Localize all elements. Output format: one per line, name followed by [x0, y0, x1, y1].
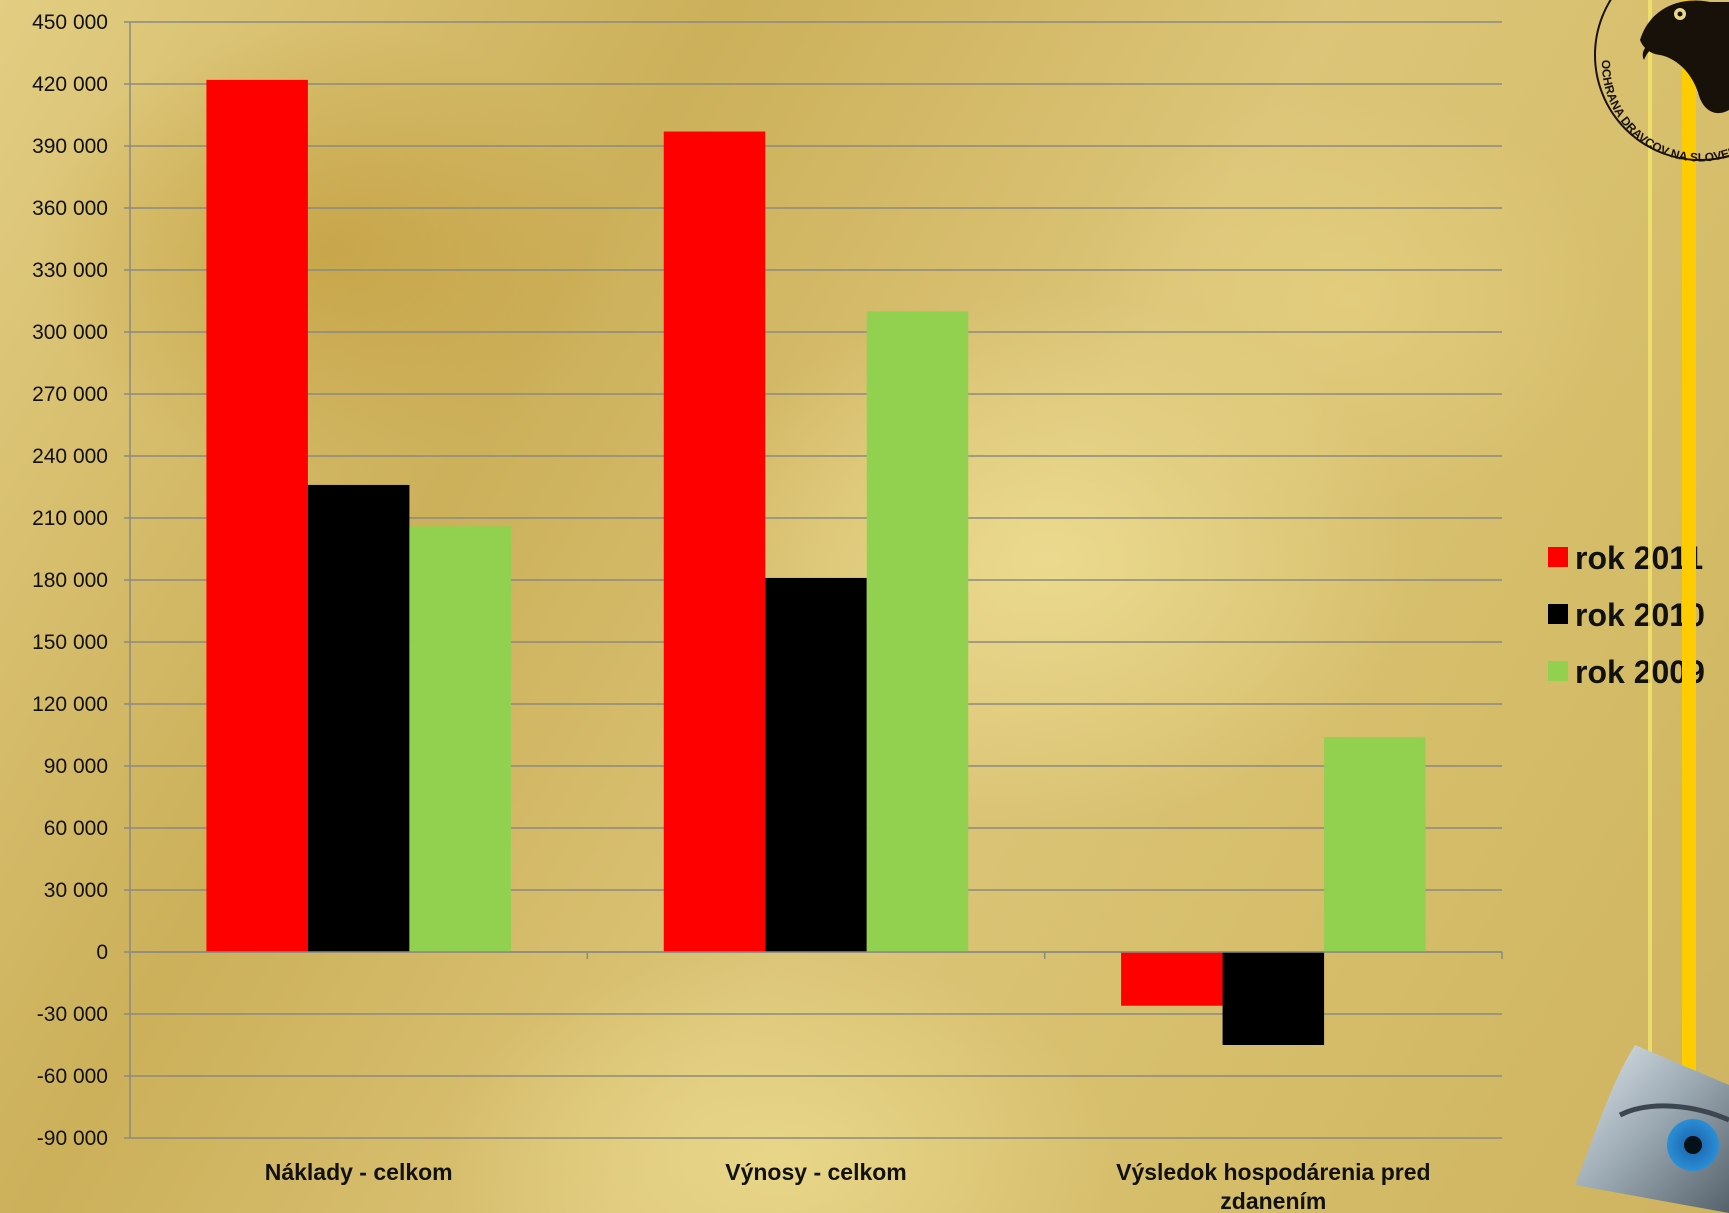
accent-stripes — [1648, 0, 1696, 1080]
y-tick-label: 330 000 — [32, 259, 108, 282]
eye-icon — [1575, 1045, 1729, 1213]
y-tick-label: 120 000 — [32, 693, 108, 716]
y-tick-label: 420 000 — [32, 73, 108, 96]
y-tick-label: 390 000 — [32, 135, 108, 158]
legend-swatch — [1548, 661, 1568, 681]
category-label: Výnosy - celkom — [725, 1159, 907, 1185]
eagle-head-icon — [1640, 0, 1729, 114]
bar — [1222, 952, 1325, 1045]
y-tick-label: 270 000 — [32, 383, 108, 406]
category-label: Náklady - celkom — [265, 1159, 453, 1185]
y-tick-label: -90 000 — [37, 1127, 108, 1150]
legend-swatch — [1548, 547, 1568, 567]
bar — [206, 79, 308, 952]
bar — [1324, 737, 1426, 952]
y-tick-label: -60 000 — [37, 1065, 108, 1088]
y-tick-label: 300 000 — [32, 321, 108, 344]
y-tick-label: 150 000 — [32, 631, 108, 654]
y-tick-labels: 450 000 420 000 390 000 360 000 330 000 300 0… — [32, 11, 108, 1150]
bar — [307, 484, 410, 952]
bar — [409, 526, 511, 952]
y-tick-label: 60 000 — [44, 817, 108, 840]
legend-label: rok 2011 — [1575, 540, 1703, 576]
axes — [129, 22, 1503, 1138]
category-label: zdanením — [1220, 1188, 1326, 1213]
bars — [206, 79, 1426, 1045]
y-tick-label: 0 — [96, 941, 108, 964]
bar — [1121, 952, 1223, 1006]
y-tick-label: 90 000 — [44, 755, 108, 778]
legend-swatch — [1548, 604, 1568, 624]
y-tick-label: 210 000 — [32, 507, 108, 530]
y-tick-label: 240 000 — [32, 445, 108, 468]
category-label: Výsledok hospodárenia pred — [1116, 1159, 1430, 1185]
logo-emblem: OCHRANA DRAVCOV NA SLOVENSKU — [1594, 0, 1729, 165]
y-tick-label: 450 000 — [32, 11, 108, 34]
y-tick-label: 180 000 — [32, 569, 108, 592]
y-tick-label: 30 000 — [44, 879, 108, 902]
y-tick-label: 360 000 — [32, 197, 108, 220]
logo: OCHRANA DRAVCOV NA SLOVENSKU — [1594, 0, 1729, 165]
bar — [663, 131, 766, 953]
bar — [866, 311, 969, 952]
category-labels: Náklady - celkom Výnosy - celkom Výsledok … — [265, 1159, 1431, 1213]
y-tick-label: -30 000 — [37, 1003, 108, 1026]
bar — [765, 577, 867, 952]
